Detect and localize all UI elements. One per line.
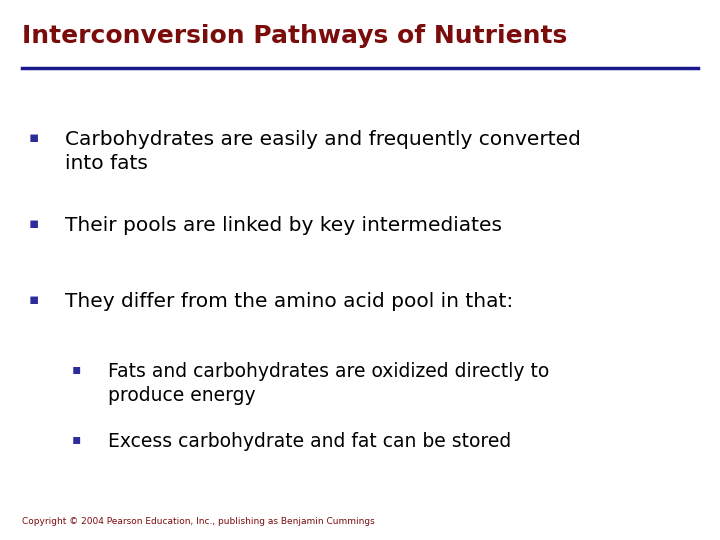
Text: They differ from the amino acid pool in that:: They differ from the amino acid pool in … xyxy=(65,292,513,310)
Text: ▪: ▪ xyxy=(72,432,81,446)
Text: ▪: ▪ xyxy=(29,216,39,231)
Text: Copyright © 2004 Pearson Education, Inc., publishing as Benjamin Cummings: Copyright © 2004 Pearson Education, Inc.… xyxy=(22,517,374,526)
Text: Fats and carbohydrates are oxidized directly to
produce energy: Fats and carbohydrates are oxidized dire… xyxy=(108,362,549,405)
Text: Carbohydrates are easily and frequently converted
into fats: Carbohydrates are easily and frequently … xyxy=(65,130,580,173)
Text: Excess carbohydrate and fat can be stored: Excess carbohydrate and fat can be store… xyxy=(108,432,511,451)
Text: Their pools are linked by key intermediates: Their pools are linked by key intermedia… xyxy=(65,216,502,235)
Text: ▪: ▪ xyxy=(72,362,81,376)
Text: ▪: ▪ xyxy=(29,292,39,307)
Text: Interconversion Pathways of Nutrients: Interconversion Pathways of Nutrients xyxy=(22,24,567,48)
Text: ▪: ▪ xyxy=(29,130,39,145)
